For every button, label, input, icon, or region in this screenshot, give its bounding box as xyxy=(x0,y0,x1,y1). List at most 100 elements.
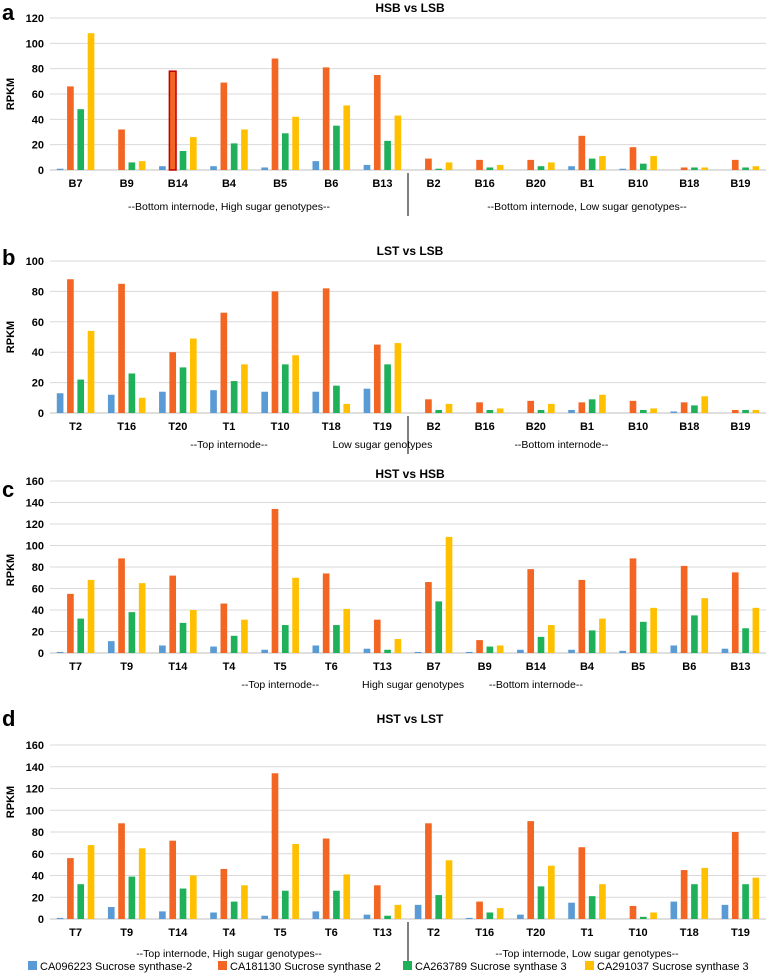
panel-letter-a: a xyxy=(2,0,15,25)
bar-CA096223-B7 xyxy=(414,651,422,653)
x-tick-label: B10 xyxy=(628,178,648,190)
bar-CA096223-T14 xyxy=(159,645,166,653)
y-ticks-c: 0 20 40 60 80 100 120 140 160 xyxy=(26,476,44,660)
bar-CA096223-T6 xyxy=(312,645,320,653)
bar-CA096223-B13 xyxy=(721,648,729,653)
x-tick-label: T9 xyxy=(120,661,133,673)
bar-CA181130-T5 xyxy=(271,773,279,919)
bar-CA181130-T5 xyxy=(271,508,279,653)
x-tick-label: B19 xyxy=(730,421,750,433)
bar-CA181130-T20 xyxy=(169,352,177,413)
bar-CA291037-B18 xyxy=(701,396,709,413)
bar-CA263789-B5 xyxy=(281,133,289,170)
bar-CA181130-B1 xyxy=(578,402,586,413)
bar-CA096223-T14 xyxy=(159,911,166,919)
bar-CA291037-B16 xyxy=(496,164,504,170)
bar-CA263789-T13 xyxy=(384,915,391,919)
bar-CA096223-B9 xyxy=(465,651,473,653)
bar-CA181130-T1 xyxy=(578,847,586,919)
bar-CA263789-T14 xyxy=(179,888,187,919)
bar-CA181130-T4 xyxy=(220,603,228,653)
y-tick-label: 0 xyxy=(38,648,44,660)
bar-CA291037-B7 xyxy=(87,33,95,171)
x-tick-label: T19 xyxy=(373,421,392,433)
y-tick-label: 0 xyxy=(38,165,44,177)
bar-CA291037-T2 xyxy=(445,860,453,919)
x-tick-label: B14 xyxy=(526,661,547,673)
y-tick-label: 20 xyxy=(32,140,44,152)
bar-CA096223-T4 xyxy=(210,912,217,919)
bar-CA096223-T10 xyxy=(261,391,269,413)
bar-CA291037-T14 xyxy=(189,610,197,653)
gridlines-d xyxy=(50,744,766,920)
x-tick-label: T5 xyxy=(274,661,287,673)
bar-CA263789-B20 xyxy=(537,166,545,170)
bar-CA096223-T13 xyxy=(363,914,371,919)
bar-CA181130-B2 xyxy=(425,158,432,170)
y-tick-label: 80 xyxy=(32,562,44,574)
chart-title-c: HST vs HSB xyxy=(375,467,445,481)
group-label: High sugar genotypes xyxy=(362,679,464,691)
bar-CA181130-B7 xyxy=(67,86,74,170)
bar-CA181130-B2 xyxy=(425,399,432,413)
bar-CA291037-T16 xyxy=(496,908,504,920)
bar-CA263789-T16 xyxy=(486,912,494,919)
x-tick-label: T16 xyxy=(117,421,136,433)
x-tick-label: B6 xyxy=(324,178,338,190)
x-tick-label: B18 xyxy=(679,178,699,190)
bar-CA291037-T13 xyxy=(394,639,402,653)
bar-CA263789-B10 xyxy=(639,409,647,413)
x-tick-label: B16 xyxy=(475,421,495,433)
bar-CA263789-T20 xyxy=(179,367,187,413)
bar-CA263789-T7 xyxy=(77,618,85,653)
bar-CA291037-B19 xyxy=(752,166,760,170)
bar-CA096223-T7 xyxy=(56,917,64,919)
bar-CA181130-B16 xyxy=(476,402,483,413)
x-tick-label: B2 xyxy=(427,421,441,433)
bar-CA263789-B2 xyxy=(435,409,443,413)
y-tick-label: 0 xyxy=(38,914,44,926)
y-tick-label: 120 xyxy=(26,519,44,531)
chart-title-d: HST vs LST xyxy=(377,712,444,726)
bar-CA263789-B16 xyxy=(486,409,494,413)
bar-CA181130-T13 xyxy=(373,885,381,919)
x-tick-label: B6 xyxy=(682,661,696,673)
bar-CA263789-B20 xyxy=(537,409,545,413)
bar-CA291037-B9 xyxy=(138,161,146,170)
x-tick-label: B5 xyxy=(631,661,645,673)
chart-title-b: LST vs LSB xyxy=(377,244,444,258)
x-tick-label: T1 xyxy=(581,927,594,939)
bar-CA181130-B7 xyxy=(425,582,432,653)
bar-CA096223-T7 xyxy=(56,651,64,653)
legend-label: CA291037 Sucrose synthase 3 xyxy=(597,961,749,973)
gridlines-c xyxy=(50,480,766,654)
y-tick-label: 80 xyxy=(32,64,44,76)
bar-CA263789-B13 xyxy=(384,140,391,170)
bar-CA263789-T19 xyxy=(742,884,749,919)
x-tick-label: B19 xyxy=(730,178,750,190)
bar-CA263789-T19 xyxy=(384,364,391,413)
bar-CA263789-B4 xyxy=(588,630,596,653)
bar-CA291037-B2 xyxy=(445,403,453,413)
bar-CA263789-T20 xyxy=(537,886,545,920)
bar-CA181130-T9 xyxy=(118,558,125,653)
bar-CA291037-B4 xyxy=(241,129,248,170)
x-ticks-c: T7 T9 T14 T4 T5 T6 T13 B7 B9 B14 B4 B5 B6 B13 xyxy=(69,661,750,673)
bar-CA096223-B18 xyxy=(670,411,678,413)
bar-CA263789-B1 xyxy=(588,158,596,170)
bar-CA181130-T9 xyxy=(118,823,125,919)
group-label: --Top internode-- xyxy=(190,439,268,451)
bar-CA181130-B18 xyxy=(680,167,688,170)
bar-CA291037-B18 xyxy=(701,167,709,170)
bar-CA291037-T18 xyxy=(701,867,709,919)
bar-CA096223-B13 xyxy=(363,164,371,170)
bar-CA291037-T13 xyxy=(394,904,402,919)
bar-CA096223-T2 xyxy=(56,393,64,413)
bar-CA263789-T16 xyxy=(128,373,136,413)
bar-CA181130-B14 xyxy=(168,70,177,171)
bar-CA096223-B14 xyxy=(517,649,524,653)
bar-CA291037-T9 xyxy=(138,848,146,919)
bar-CA291037-B16 xyxy=(496,408,504,413)
